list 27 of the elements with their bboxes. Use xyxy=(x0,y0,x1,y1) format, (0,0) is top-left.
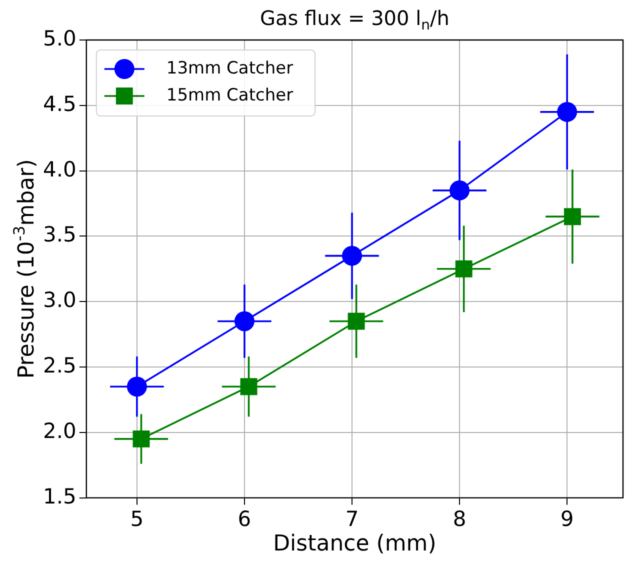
point xyxy=(557,102,578,122)
y-tick-label: 2.5 xyxy=(42,353,76,378)
y-tick-label: 5.0 xyxy=(42,26,76,50)
legend-label: 13mm Catcher xyxy=(166,58,294,78)
point xyxy=(348,312,365,330)
legend-label: 15mm Catcher xyxy=(166,85,294,106)
y-tick-label: 4.0 xyxy=(42,157,76,182)
point xyxy=(342,246,362,266)
x-axis-title: Distance (mm) xyxy=(273,532,436,557)
x-tick-label: 9 xyxy=(560,506,574,531)
y-tick-label: 3.0 xyxy=(42,288,76,312)
point xyxy=(132,430,150,448)
y-tick-label: 3.5 xyxy=(42,222,76,247)
y-tick-label: 1.5 xyxy=(42,484,76,508)
y-axis-title: Pressure (10-3mbar) xyxy=(10,159,40,379)
point xyxy=(126,376,147,397)
point xyxy=(240,378,258,396)
x-tick-label: 6 xyxy=(238,506,252,531)
point xyxy=(234,311,254,332)
x-tick-label: 7 xyxy=(345,506,359,531)
y-tick-label: 2.0 xyxy=(42,418,76,443)
point xyxy=(455,260,472,278)
x-tick-label: 5 xyxy=(130,506,144,531)
y-tick-label: 4.5 xyxy=(42,92,76,116)
x-tick-label: 8 xyxy=(452,506,466,531)
point xyxy=(564,208,581,226)
point xyxy=(450,180,470,200)
